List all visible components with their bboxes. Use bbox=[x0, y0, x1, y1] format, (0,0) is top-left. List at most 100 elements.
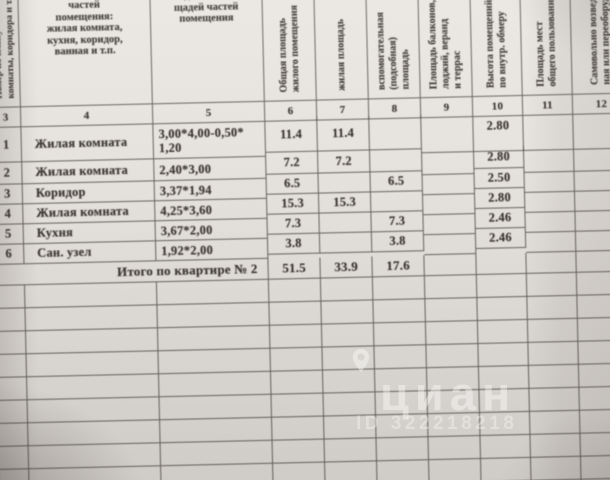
empty-cell bbox=[273, 462, 326, 480]
unauthorized-cell bbox=[574, 148, 610, 172]
row-number-cell: 5 bbox=[0, 224, 25, 245]
empty-cell bbox=[577, 294, 610, 319]
balcony-area-cell bbox=[421, 117, 475, 154]
empty-cell bbox=[160, 417, 273, 444]
empty-cell bbox=[0, 400, 29, 424]
empty-cell bbox=[528, 364, 580, 389]
total-area-cell: 7.2 bbox=[266, 151, 319, 175]
unauthorized-cell bbox=[573, 113, 610, 150]
empty-cell bbox=[269, 324, 323, 349]
empty-cell bbox=[0, 377, 28, 401]
empty-cell bbox=[0, 331, 27, 355]
total-area-cell: 11.4 bbox=[265, 116, 318, 153]
empty-cell bbox=[428, 435, 482, 461]
empty-cell bbox=[159, 394, 273, 421]
living-area-cell: 11.4 bbox=[317, 115, 370, 152]
empty-cell bbox=[424, 275, 478, 300]
empty-cell bbox=[480, 434, 531, 459]
column-number: 9 bbox=[420, 97, 474, 119]
header-unauthorized-label: Самовольно возведен- ная или переоборуд. bbox=[586, 0, 610, 86]
common-area-cell bbox=[523, 114, 575, 151]
empty-cell bbox=[372, 276, 426, 301]
empty-cell bbox=[27, 397, 161, 424]
empty-cell bbox=[29, 466, 162, 480]
totals-aux-area-cell: 17.6 bbox=[372, 255, 425, 278]
empty-cell bbox=[157, 325, 271, 352]
header-room-number-label: Номер по плану комнаты, коридора и т.п. bbox=[0, 0, 17, 99]
common-area-cell bbox=[524, 149, 575, 173]
empty-cell bbox=[323, 392, 376, 417]
aux-area-cell: 6.5 bbox=[370, 171, 423, 193]
formula-cell: 2,40*3,00 bbox=[154, 156, 267, 182]
empty-cell bbox=[481, 457, 532, 480]
balcony-area-cell bbox=[423, 194, 476, 216]
empty-cell bbox=[530, 433, 581, 458]
empty-cell bbox=[479, 388, 530, 413]
header-living-area: жилая площадь bbox=[313, 0, 369, 101]
row-number-cell: 1 bbox=[0, 127, 23, 163]
row-number-cell: 3 bbox=[0, 184, 24, 205]
empty-cell bbox=[375, 414, 429, 439]
empty-cell bbox=[270, 347, 323, 372]
unauthorized-cell bbox=[574, 190, 610, 212]
empty-cell bbox=[427, 412, 481, 438]
living-area-cell bbox=[319, 212, 372, 234]
height-cell: 2.50 bbox=[474, 167, 525, 190]
empty-cell bbox=[28, 443, 162, 470]
totals-total-area-cell: 51.5 bbox=[268, 257, 321, 280]
unauthorized-cell bbox=[575, 210, 610, 232]
empty-cell bbox=[321, 300, 374, 325]
empty-cell bbox=[479, 411, 531, 436]
empty-cell bbox=[27, 374, 160, 401]
empty-cell bbox=[529, 387, 580, 412]
empty-cell bbox=[323, 415, 377, 440]
height-cell: 2.80 bbox=[473, 145, 525, 170]
empty-cell bbox=[322, 346, 375, 371]
empty-cell bbox=[578, 340, 610, 365]
height-cell: 2.46 bbox=[475, 207, 526, 230]
empty-cell bbox=[272, 439, 326, 464]
empty-cell bbox=[375, 391, 428, 416]
living-area-cell bbox=[319, 232, 373, 254]
room-name-cell: Жилая комната bbox=[21, 124, 155, 163]
empty-cell bbox=[26, 351, 159, 378]
formula-cell: 4,25*3,60 bbox=[155, 198, 268, 222]
empty-cell bbox=[577, 317, 610, 342]
row-number-cell: 6 bbox=[0, 244, 25, 265]
common-area-cell bbox=[525, 211, 576, 233]
empty-cell bbox=[377, 460, 430, 480]
empty-cell bbox=[0, 285, 26, 309]
common-area-cell bbox=[524, 171, 575, 193]
row-number-cell: 2 bbox=[0, 162, 23, 185]
header-room-purpose: частей помещения: жилая комната, кухня, … bbox=[17, 0, 153, 108]
empty-cell bbox=[578, 363, 610, 388]
row-number-cell: 4 bbox=[0, 204, 24, 225]
totals-living-area-cell: 33.9 bbox=[320, 256, 373, 279]
empty-cell bbox=[158, 371, 272, 398]
total-area-cell: 6.5 bbox=[266, 173, 319, 195]
common-area-cell bbox=[525, 231, 577, 253]
empty-cell bbox=[425, 298, 478, 323]
empty-cell bbox=[157, 302, 270, 329]
empty-cell bbox=[158, 348, 271, 375]
empty-cell bbox=[156, 279, 270, 306]
empty-cell bbox=[477, 319, 529, 345]
height-cell: 2.46 bbox=[475, 227, 527, 250]
header-balcony-area-label: Площадь балконов, лоджий, веранд и терра… bbox=[426, 0, 464, 90]
aux-area-cell: 3.8 bbox=[371, 231, 425, 253]
header-aux-area: вспомогательная (подсобная) площадь bbox=[365, 0, 421, 100]
empty-cell bbox=[527, 295, 578, 320]
formula-cell: 3,67*2,00 bbox=[155, 218, 268, 242]
empty-cell bbox=[321, 323, 375, 348]
column-number: 3 bbox=[0, 107, 22, 129]
header-total-area: Общая площадь жилого помещения bbox=[261, 0, 317, 102]
empty-cell bbox=[373, 299, 426, 324]
empty-cell bbox=[478, 365, 530, 391]
empty-cell bbox=[426, 344, 479, 369]
empty-cell bbox=[576, 271, 610, 296]
empty-cell bbox=[322, 369, 376, 394]
empty-cell bbox=[579, 386, 610, 411]
empty-cell bbox=[424, 254, 477, 277]
